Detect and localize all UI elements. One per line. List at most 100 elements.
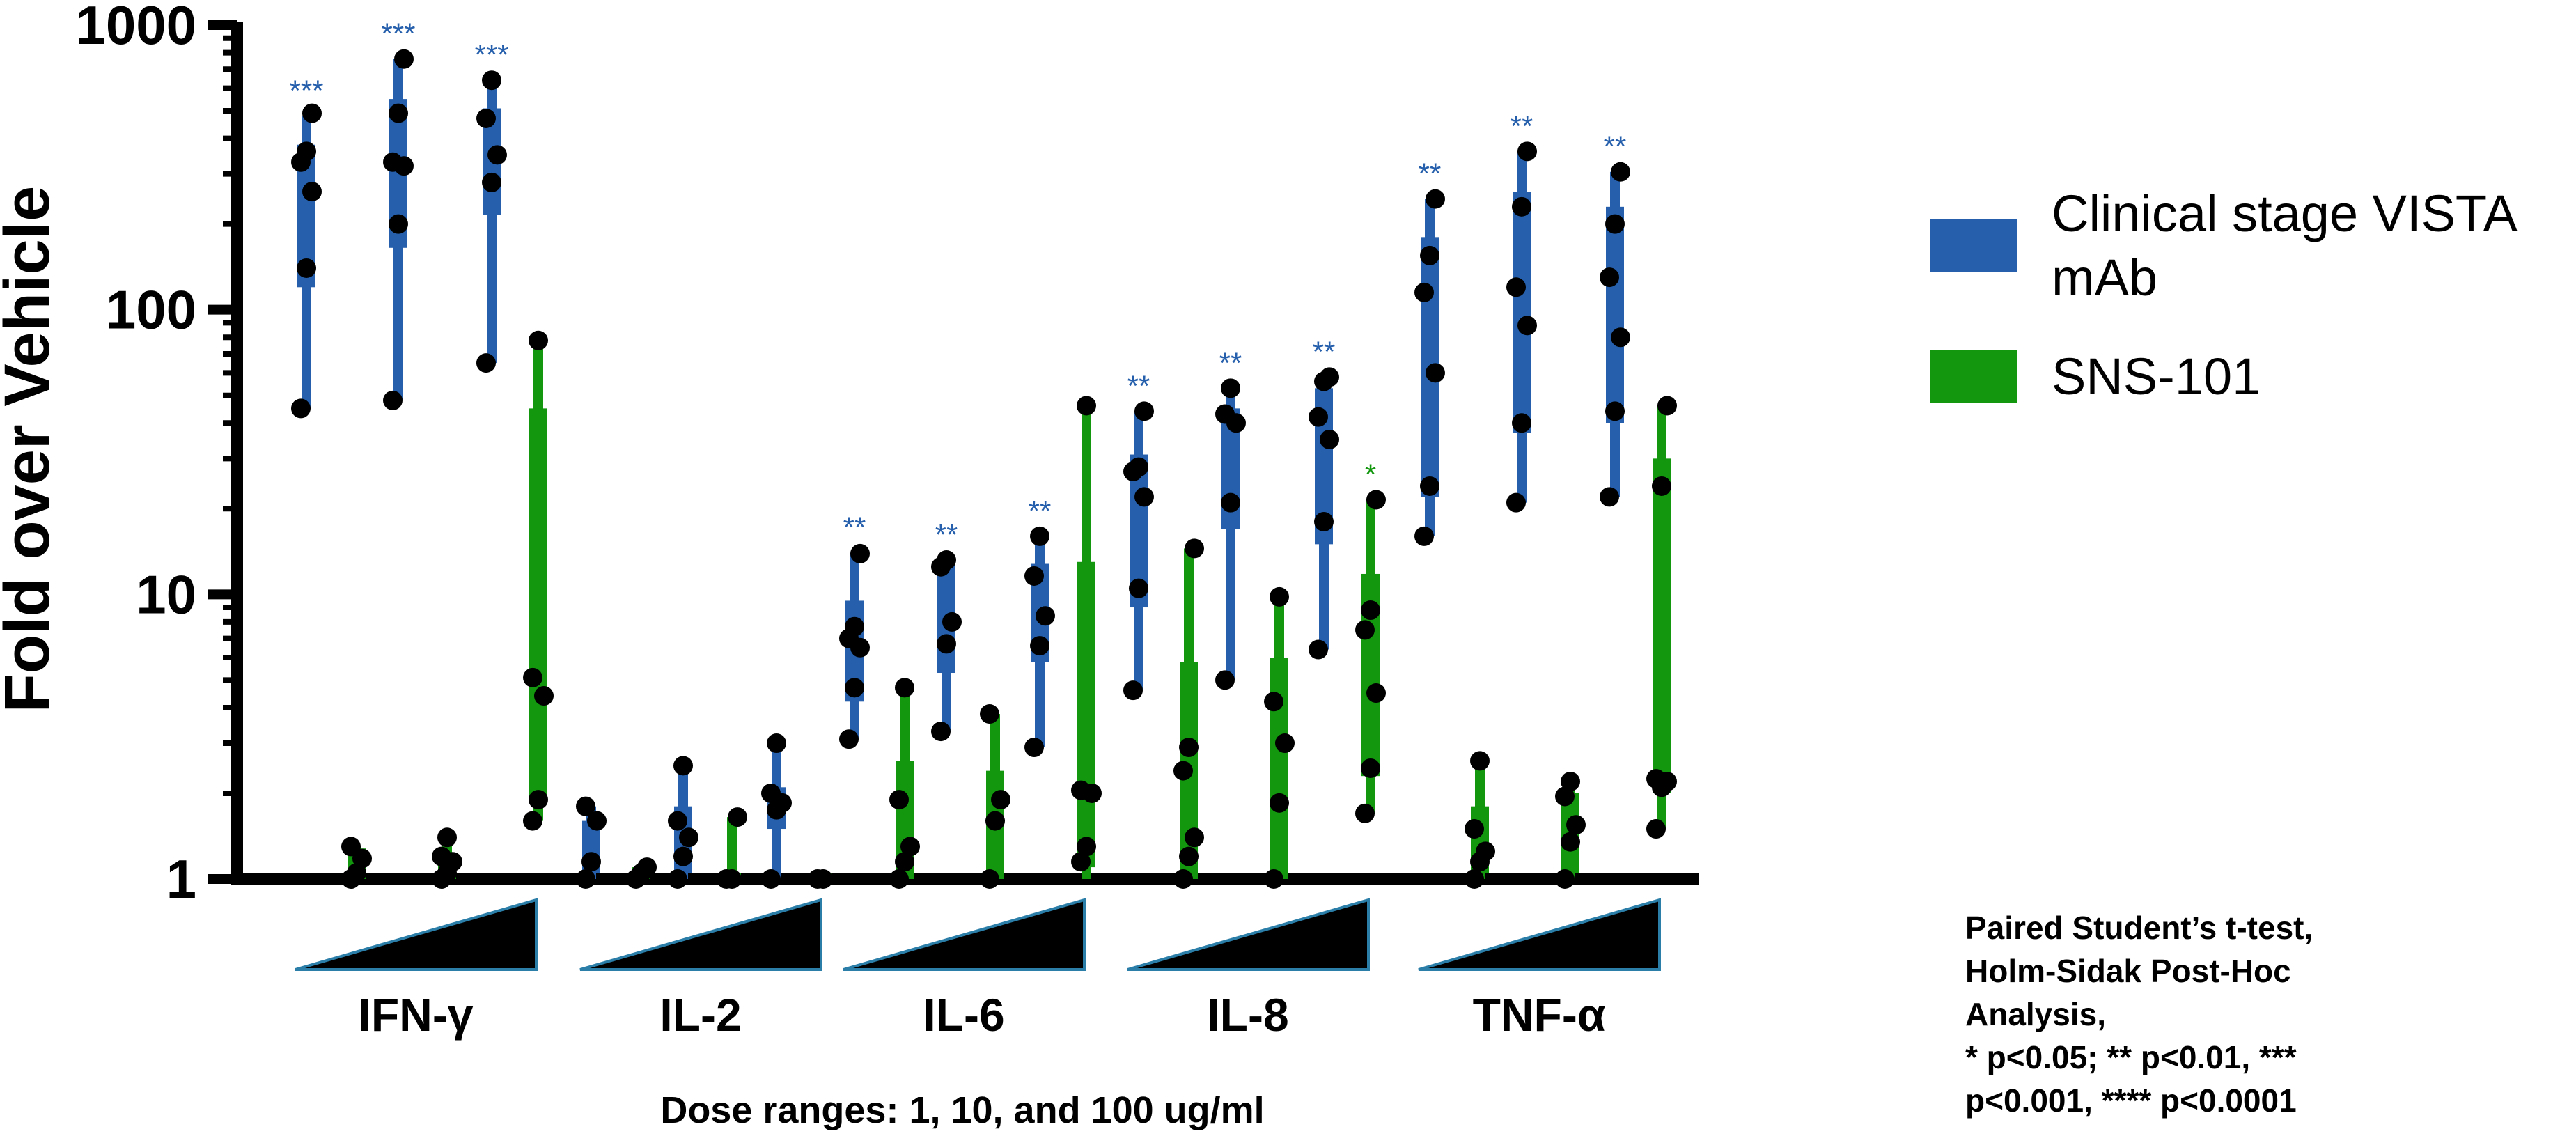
data-point — [1561, 772, 1580, 792]
data-point — [482, 172, 501, 192]
significance-label: *** — [289, 74, 323, 107]
data-point — [581, 852, 601, 872]
dose-box-vista — [576, 796, 607, 889]
dose-box-vista: *** — [289, 74, 324, 419]
data-point — [383, 390, 403, 410]
data-point — [761, 869, 781, 889]
data-point — [1030, 636, 1049, 656]
data-point — [1652, 476, 1671, 496]
dose-box-sns — [717, 807, 747, 889]
x-axis-label: Dose ranges: 1, 10, and 100 ug/ml — [660, 1089, 1264, 1131]
data-point — [341, 837, 361, 857]
data-point — [1030, 526, 1049, 546]
y-axis-label: Fold over Vehicle — [0, 186, 63, 713]
data-point — [1071, 852, 1091, 872]
dose-box-vista: ** — [931, 518, 962, 742]
data-point — [1361, 758, 1380, 778]
dose-ramp-wedge — [295, 898, 538, 971]
data-point — [668, 811, 687, 831]
dose-ramp-wedge — [1127, 898, 1370, 971]
data-point — [1221, 492, 1240, 513]
data-point — [1646, 769, 1666, 789]
data-point — [1465, 819, 1484, 839]
data-point — [1215, 404, 1235, 424]
legend-label-vista-line1: Clinical stage VISTA — [2052, 185, 2518, 242]
cytokine-group: TNF-α ** ** ** — [1414, 109, 1677, 1041]
data-point — [813, 869, 833, 889]
data-point — [1270, 586, 1289, 607]
y-tick-label: 1000 — [75, 0, 196, 56]
dose-box-sns — [808, 869, 833, 889]
data-point — [1605, 401, 1625, 421]
y-tick-label: 1 — [166, 848, 196, 910]
data-point — [476, 109, 496, 129]
data-point — [937, 634, 956, 654]
data-point — [529, 330, 548, 350]
significance-label: *** — [474, 38, 508, 71]
data-point — [1611, 327, 1630, 348]
data-point — [1264, 692, 1283, 712]
data-point — [1270, 793, 1289, 813]
dose-box-sns — [341, 837, 372, 889]
data-point — [297, 258, 316, 278]
data-point — [1320, 429, 1339, 449]
data-point — [673, 846, 693, 866]
stats-note-line-3: Analysis, — [1965, 996, 2106, 1032]
y-tick-label: 10 — [136, 563, 196, 625]
dose-box-sns — [1173, 538, 1204, 889]
legend-swatch-vista — [1930, 219, 2017, 272]
data-point — [523, 811, 542, 831]
data-point — [437, 827, 457, 848]
data-point — [1476, 841, 1495, 862]
dose-box-sns — [626, 857, 657, 889]
data-point — [889, 869, 909, 889]
data-point — [845, 616, 864, 637]
data-point — [389, 103, 408, 123]
data-point — [673, 756, 693, 776]
data-point — [668, 869, 687, 889]
data-point — [1173, 761, 1193, 781]
data-point — [1275, 733, 1295, 754]
data-point — [1071, 780, 1091, 800]
stats-note-line-5: p<0.001, **** p<0.0001 — [1965, 1082, 2297, 1119]
dose-box-vista: ** — [1123, 369, 1154, 701]
data-point — [1420, 245, 1439, 265]
dose-box-sns — [889, 678, 920, 889]
data-point — [291, 398, 311, 419]
stats-note-line-4: * p<0.05; ** p<0.01, *** — [1965, 1039, 2297, 1075]
data-point — [529, 790, 548, 810]
data-point — [900, 837, 920, 857]
data-point — [937, 550, 956, 570]
dose-ramp-wedge — [843, 898, 1086, 971]
data-point — [1134, 401, 1154, 421]
data-point — [1611, 162, 1630, 182]
dose-box-sns — [1264, 586, 1295, 889]
data-point — [1566, 815, 1586, 835]
dose-box-sns — [980, 704, 1010, 889]
data-point — [1366, 683, 1386, 703]
significance-label: * — [1365, 458, 1376, 490]
significance-label: ** — [1419, 157, 1442, 190]
data-point — [1517, 141, 1537, 162]
data-point — [1215, 670, 1235, 690]
dose-box-vista: *** — [474, 38, 509, 373]
significance-label: ** — [1604, 130, 1627, 163]
significance-label: ** — [935, 518, 958, 551]
iqr-box — [529, 408, 547, 800]
data-point — [1512, 413, 1531, 433]
data-point — [728, 807, 747, 827]
data-point — [432, 846, 451, 866]
data-point — [1077, 396, 1096, 416]
data-point — [394, 49, 414, 69]
dose-box-vista — [761, 733, 792, 889]
cytokine-label: IL-2 — [659, 989, 741, 1041]
data-point — [895, 852, 914, 872]
data-point — [1414, 526, 1434, 546]
data-point — [1309, 639, 1328, 660]
iqr-box — [1513, 192, 1531, 433]
data-point — [302, 103, 322, 123]
data-point — [1123, 680, 1143, 701]
dose-box-sns: * — [1355, 458, 1386, 823]
